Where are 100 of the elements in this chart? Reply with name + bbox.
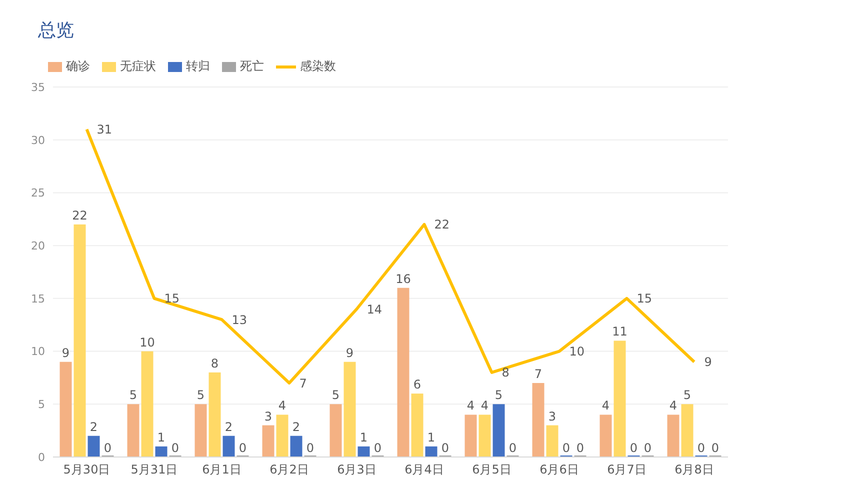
legend-label: 无症状 <box>119 58 156 75</box>
data-label: 13 <box>232 312 248 327</box>
data-label: 4 <box>278 398 286 413</box>
bar <box>330 404 342 457</box>
data-label: 1 <box>157 430 166 444</box>
data-label: 15 <box>164 292 180 306</box>
data-label: 5 <box>494 388 503 402</box>
data-label: 0 <box>697 441 706 455</box>
bar <box>222 436 235 457</box>
data-label: 16 <box>396 272 411 286</box>
x-tick-label: 6月8日 <box>674 462 714 477</box>
bar <box>358 446 370 457</box>
data-label: 5 <box>683 388 692 402</box>
bar <box>600 414 612 457</box>
data-label: 0 <box>374 441 382 455</box>
data-label: 0 <box>238 441 247 455</box>
bar <box>532 383 544 457</box>
data-label: 9 <box>62 346 70 360</box>
data-label: 6 <box>413 378 422 392</box>
legend-label: 感染数 <box>299 58 336 75</box>
data-label: 14 <box>366 302 382 316</box>
data-label: 7 <box>299 376 307 390</box>
bar <box>155 446 168 457</box>
legend-label: 死亡 <box>239 58 264 75</box>
x-tick-label: 6月7日 <box>607 462 646 477</box>
bar <box>141 351 154 457</box>
data-label: 0 <box>711 441 720 455</box>
bar <box>397 288 410 457</box>
x-tick-label: 6月6日 <box>540 462 579 477</box>
bar <box>276 414 288 457</box>
y-tick-label: 15 <box>31 292 45 306</box>
data-label: 1 <box>360 430 368 444</box>
bar <box>492 404 505 457</box>
data-label: 15 <box>636 292 652 306</box>
bar <box>344 362 356 457</box>
bar <box>425 446 438 457</box>
legend-label: 转归 <box>185 58 210 75</box>
y-tick-label: 0 <box>38 450 45 464</box>
data-label: 4 <box>602 398 610 413</box>
data-label: 0 <box>171 441 180 455</box>
bar <box>208 372 221 457</box>
data-label: 0 <box>104 441 112 455</box>
data-label: 0 <box>562 441 570 455</box>
x-tick-label: 6月5日 <box>472 462 512 477</box>
data-label: 4 <box>466 398 475 413</box>
data-label: 5 <box>332 388 340 402</box>
bar <box>614 340 626 457</box>
data-label: 0 <box>508 441 517 455</box>
y-tick-label: 35 <box>31 80 45 94</box>
y-tick-label: 20 <box>31 239 45 252</box>
data-label: 22 <box>434 218 450 232</box>
data-label: 2 <box>292 420 300 434</box>
bar <box>546 425 558 457</box>
data-label: 10 <box>140 335 155 350</box>
bar <box>60 362 72 457</box>
bar <box>194 404 207 457</box>
data-label: 11 <box>612 324 628 339</box>
legend-label: 确诊 <box>65 58 90 75</box>
data-label: 8 <box>210 356 219 370</box>
x-tick-label: 5月30日 <box>63 462 110 477</box>
x-tick-label: 5月31日 <box>130 462 178 477</box>
data-label: 22 <box>72 208 88 222</box>
data-label: 0 <box>306 441 314 455</box>
bar <box>667 414 680 457</box>
x-tick-label: 6月1日 <box>202 462 242 477</box>
data-label: 7 <box>534 367 542 381</box>
data-label: 4 <box>669 398 678 413</box>
data-label: 10 <box>569 344 585 359</box>
bar <box>478 414 491 457</box>
y-tick-label: 10 <box>31 345 45 358</box>
bar <box>262 425 274 457</box>
y-tick-label: 5 <box>38 398 45 412</box>
data-label: 0 <box>576 441 584 455</box>
data-label: 5 <box>129 388 138 402</box>
x-tick-label: 6月2日 <box>270 462 309 477</box>
bar <box>681 404 694 457</box>
data-label: 4 <box>480 398 489 413</box>
y-tick-label: 30 <box>31 134 45 147</box>
bar <box>88 436 100 457</box>
chart-title: 总览 <box>37 19 75 43</box>
y-tick-label: 25 <box>31 186 45 200</box>
data-label: 3 <box>548 409 556 424</box>
data-label: 3 <box>264 409 272 424</box>
x-tick-label: 6月4日 <box>404 462 444 477</box>
data-label: 9 <box>704 355 712 370</box>
bar <box>290 436 302 457</box>
data-label: 1 <box>427 430 436 444</box>
data-label: 31 <box>96 122 112 137</box>
bar <box>464 414 477 457</box>
data-label: 2 <box>224 420 233 434</box>
data-label: 9 <box>346 346 354 360</box>
data-label: 2 <box>90 420 98 434</box>
data-label: 8 <box>502 366 510 380</box>
data-label: 5 <box>196 388 205 402</box>
bar <box>411 394 424 457</box>
data-label: 0 <box>644 441 652 455</box>
bar <box>74 224 86 457</box>
data-label: 0 <box>441 441 450 455</box>
bar <box>127 404 140 457</box>
x-tick-label: 6月3日 <box>337 462 376 477</box>
